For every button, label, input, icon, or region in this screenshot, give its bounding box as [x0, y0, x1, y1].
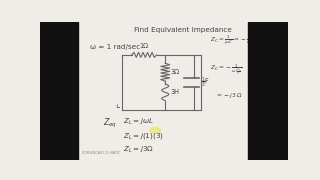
- Text: $Z_C = -\frac{1}{\omega(\frac{1}{3})}$: $Z_C = -\frac{1}{\omega(\frac{1}{3})}$: [210, 63, 243, 77]
- Text: $Z_L = j\omega L$: $Z_L = j\omega L$: [123, 117, 154, 127]
- Text: 3Ω: 3Ω: [171, 69, 180, 75]
- Bar: [248, 22, 288, 160]
- Text: 1Ω: 1Ω: [140, 43, 149, 49]
- Text: ⌞: ⌞: [115, 99, 119, 109]
- Text: $Z_L = j(1)(3)$: $Z_L = j(1)(3)$: [123, 131, 164, 141]
- Text: SCREENCAST-O-MATIC: SCREENCAST-O-MATIC: [82, 151, 122, 155]
- Text: $= -j3\ \Omega$: $= -j3\ \Omega$: [215, 91, 243, 100]
- Circle shape: [150, 127, 161, 133]
- Text: $Z_L = j3\Omega$: $Z_L = j3\Omega$: [123, 145, 154, 155]
- Text: $Z_{eq}$: $Z_{eq}$: [103, 117, 117, 130]
- Text: Find Equivalent Impedance: Find Equivalent Impedance: [134, 27, 232, 33]
- Text: $Z_C = \frac{1}{j\omega C} = -\frac{j}{\omega C}$: $Z_C = \frac{1}{j\omega C} = -\frac{j}{\…: [210, 33, 255, 46]
- Text: 3H: 3H: [171, 89, 180, 95]
- Text: ω = 1 rad/sec: ω = 1 rad/sec: [90, 44, 140, 50]
- Text: $\frac{1}{3}$F: $\frac{1}{3}$F: [201, 76, 210, 90]
- Bar: [40, 22, 78, 160]
